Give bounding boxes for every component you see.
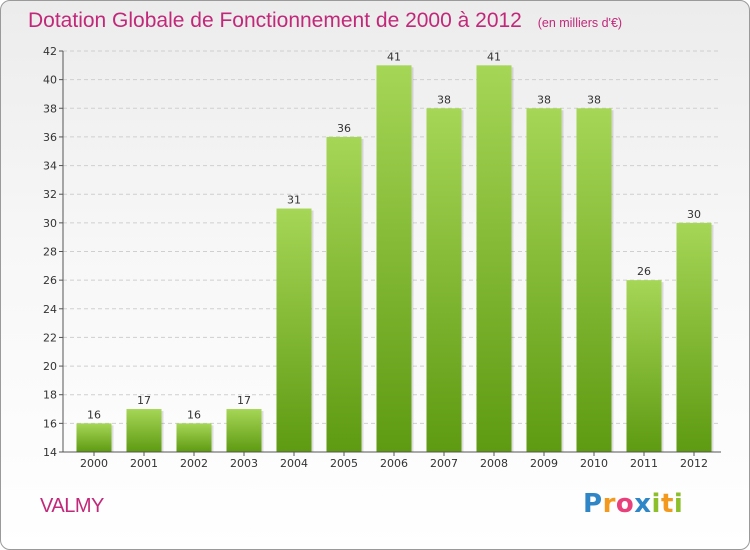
bar-value-label: 36 — [337, 122, 351, 135]
y-tick-label: 34 — [43, 160, 57, 173]
x-tick-label: 2006 — [380, 457, 408, 470]
chart-subtitle: (en milliers d'€) — [537, 16, 623, 30]
bar-2000 — [76, 423, 112, 452]
y-tick-label: 32 — [43, 188, 57, 201]
bar-2006 — [376, 65, 412, 453]
bar-value-label: 17 — [237, 394, 251, 407]
bar-value-label: 16 — [87, 408, 101, 421]
bar-2011 — [626, 280, 662, 452]
y-tick-label: 18 — [43, 389, 57, 402]
x-tick-label: 2012 — [680, 457, 708, 470]
bar-value-label: 30 — [687, 208, 701, 221]
bar-value-label: 16 — [187, 408, 201, 421]
chart-title: Dotation Globale de Fonctionnement de 20… — [28, 9, 622, 33]
logo-letter: t — [660, 489, 674, 519]
x-tick-label: 2009 — [530, 457, 558, 470]
bar-2003 — [226, 409, 262, 452]
bar-2008 — [476, 65, 512, 453]
x-tick-label: 2008 — [480, 457, 508, 470]
x-tick-label: 2002 — [180, 457, 208, 470]
logo-letter: r — [602, 489, 616, 519]
y-tick-label: 28 — [43, 246, 57, 259]
labels: 14 16 18 20 22 24 26 28 30 32 34 36 38 40 42 16 2000 17 20… — [43, 45, 708, 470]
bar-value-label: 26 — [637, 265, 651, 278]
bar-2007 — [426, 108, 462, 453]
bar-value-label: 38 — [437, 93, 451, 106]
bar-2005 — [326, 136, 362, 452]
axes — [59, 50, 721, 456]
y-tick-label: 36 — [43, 131, 57, 144]
x-tick-label: 2007 — [430, 457, 458, 470]
logo-letter: x — [634, 489, 652, 519]
proxiti-logo: Proxiti — [583, 489, 683, 519]
bar-2009 — [526, 108, 562, 453]
chart-title-text: Dotation Globale de Fonctionnement de 20… — [28, 9, 522, 32]
bars — [76, 65, 714, 453]
x-tick-label: 2003 — [230, 457, 258, 470]
bar-2004 — [276, 208, 312, 452]
x-tick-label: 2001 — [130, 457, 158, 470]
logo-letter: o — [615, 489, 635, 519]
y-tick-label: 42 — [43, 45, 57, 58]
bar-value-label: 17 — [137, 394, 151, 407]
x-tick-label: 2004 — [280, 457, 308, 470]
y-tick-label: 38 — [43, 102, 57, 115]
bar-2002 — [176, 423, 212, 452]
logo-letter: i — [651, 489, 661, 519]
y-tick-label: 14 — [43, 446, 57, 459]
x-tick-label: 2000 — [80, 457, 108, 470]
y-tick-label: 22 — [43, 331, 57, 344]
commune-name: VALMY — [40, 495, 104, 517]
y-tick-label: 16 — [43, 417, 57, 430]
x-tick-label: 2005 — [330, 457, 358, 470]
bar-value-label: 41 — [487, 50, 501, 63]
y-tick-label: 24 — [43, 303, 57, 316]
bar-value-label: 38 — [537, 93, 551, 106]
x-tick-label: 2011 — [630, 457, 658, 470]
y-tick-label: 30 — [43, 217, 57, 230]
y-tick-label: 26 — [43, 274, 57, 287]
x-tick-label: 2010 — [580, 457, 608, 470]
logo-letter: i — [673, 489, 684, 519]
bar-2001 — [126, 409, 162, 452]
bar-value-label: 38 — [587, 93, 601, 106]
bar-2010 — [576, 108, 612, 453]
bar-value-label: 31 — [287, 194, 301, 207]
y-tick-label: 20 — [43, 360, 57, 373]
bar-value-label: 41 — [387, 50, 401, 63]
bar-2012 — [676, 222, 712, 452]
y-tick-label: 40 — [43, 74, 57, 87]
logo-letter: P — [583, 489, 603, 519]
